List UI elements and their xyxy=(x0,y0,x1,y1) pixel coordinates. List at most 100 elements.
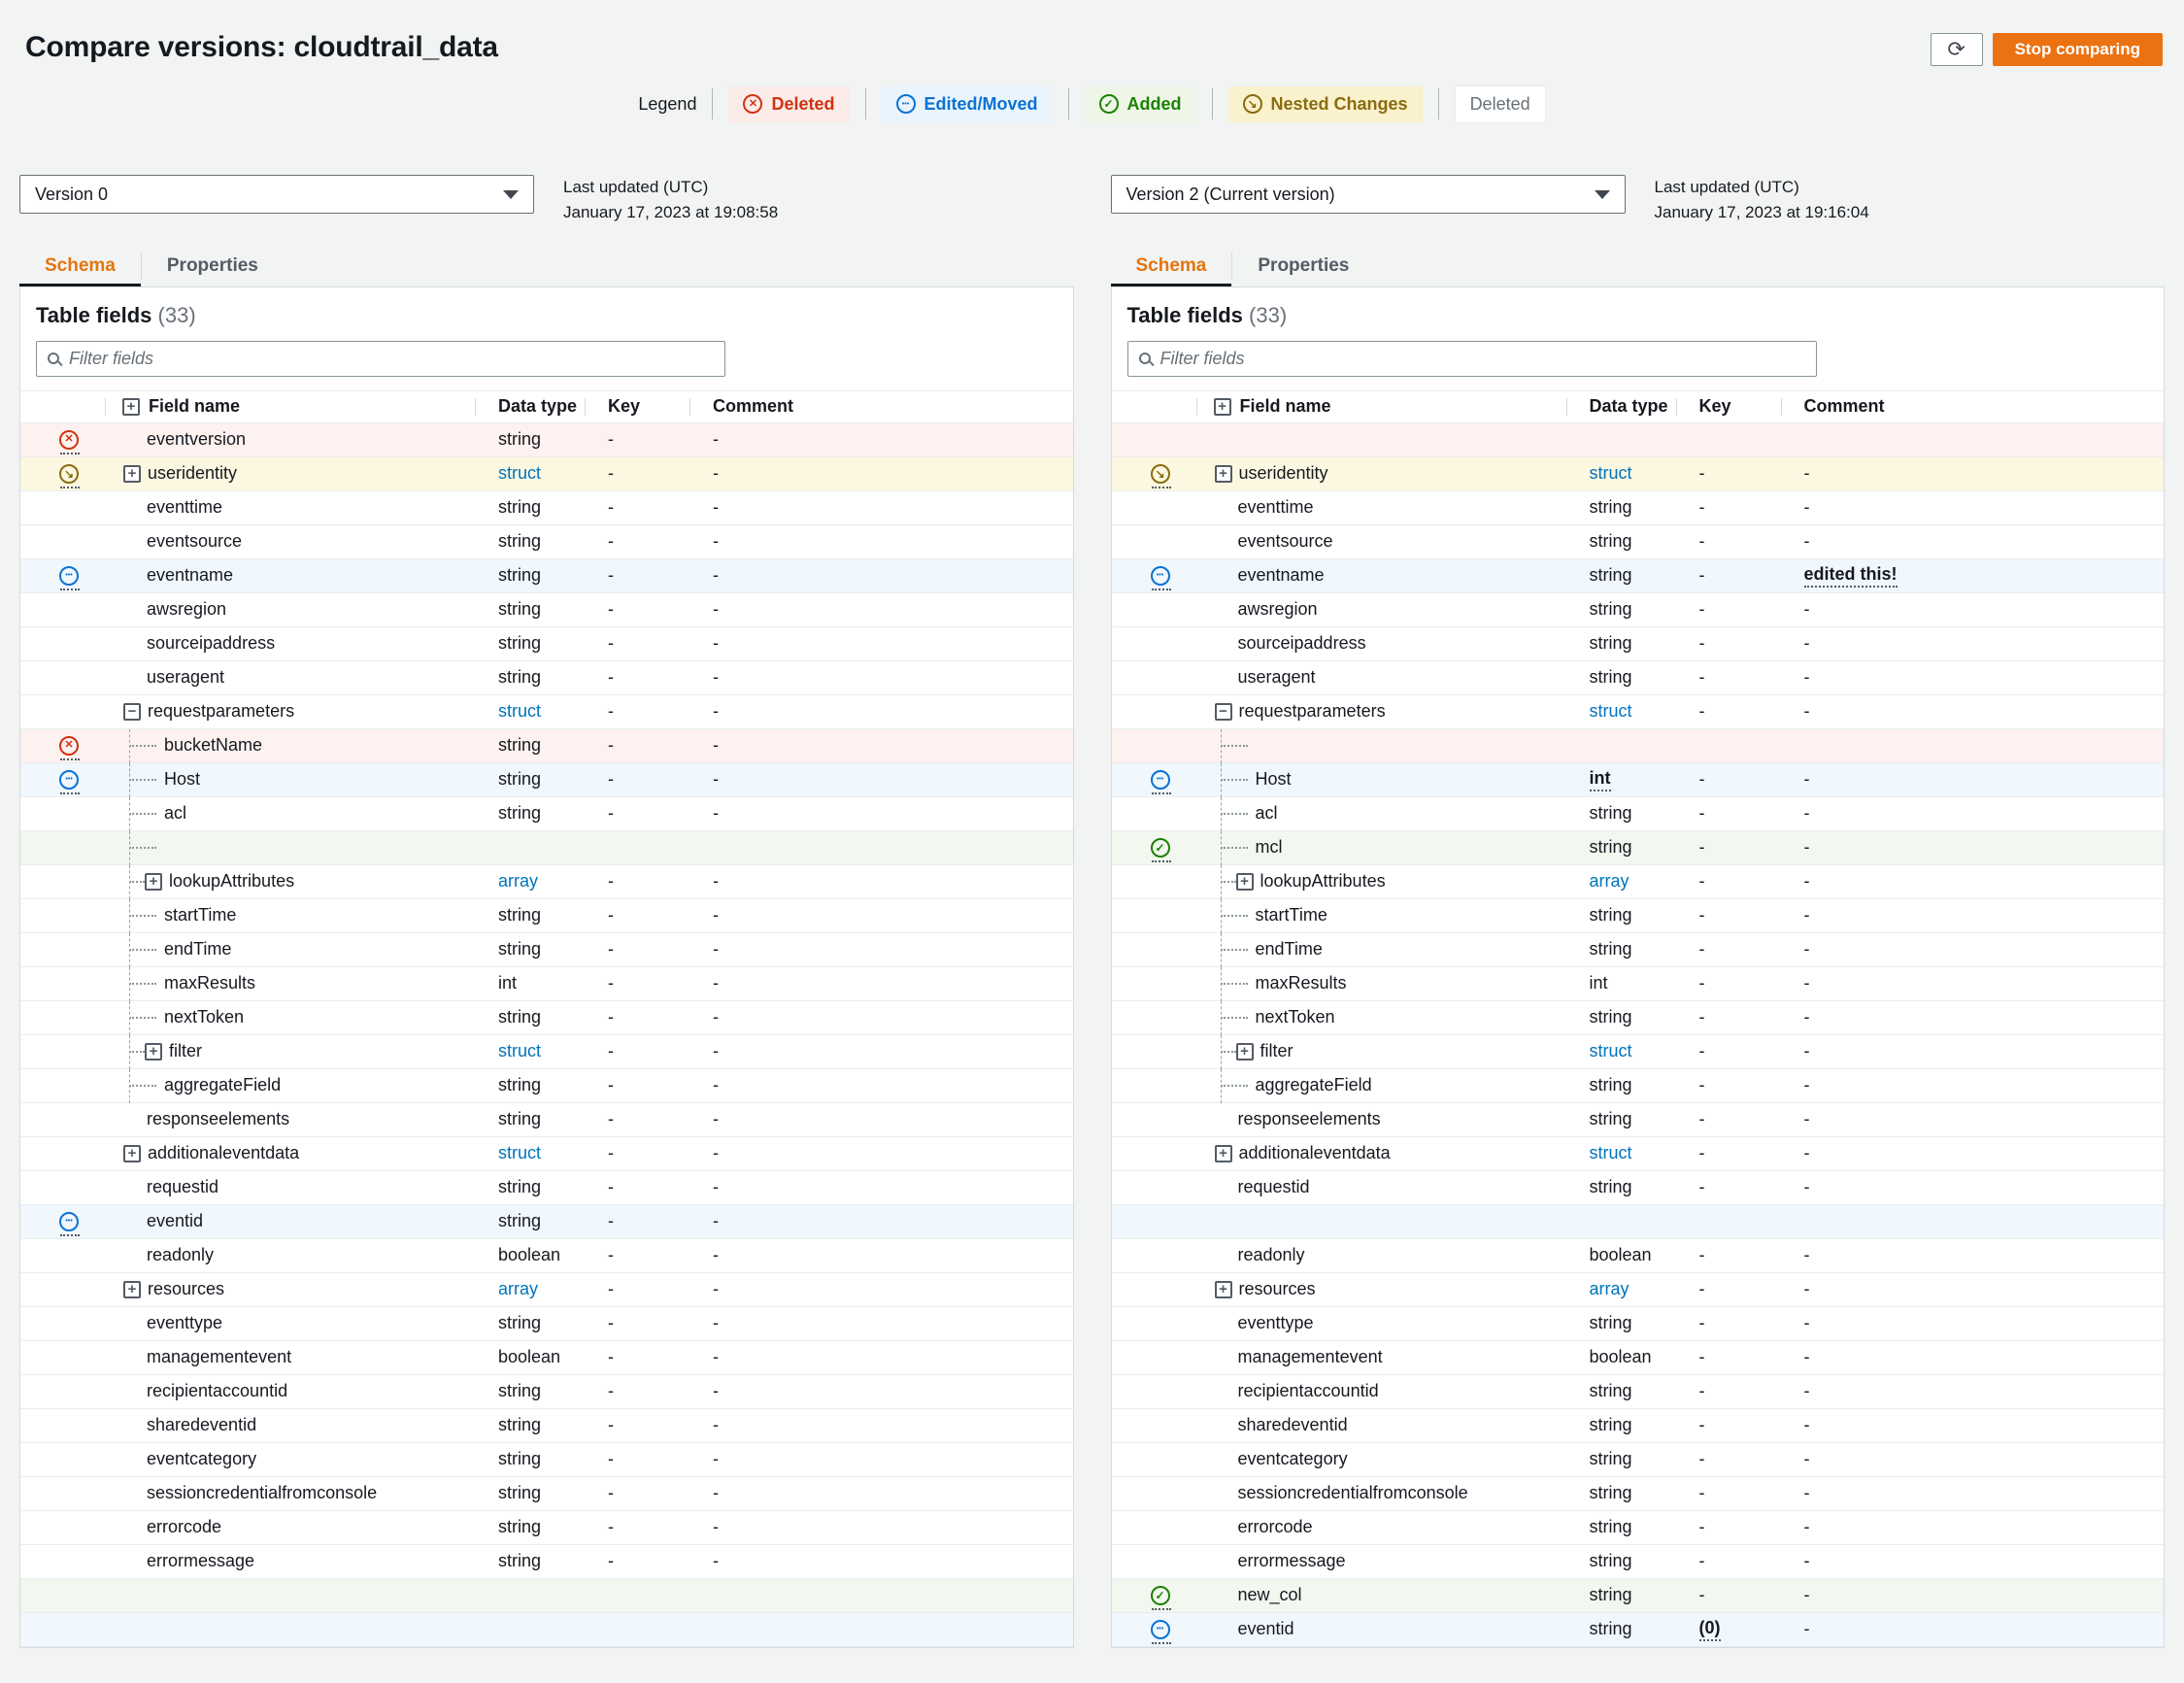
expand-toggle-icon[interactable]: + xyxy=(123,464,141,483)
comment-value: edited this! xyxy=(1803,564,1898,588)
key-value: - xyxy=(1698,565,1705,586)
field-name: managementevent xyxy=(147,1347,292,1367)
schema-row: responseelements string - - xyxy=(1111,1103,2164,1137)
deleted-marker-icon[interactable]: ✕ xyxy=(59,429,80,454)
expand-toggle-icon[interactable]: + xyxy=(145,872,162,891)
key-value: - xyxy=(1698,1415,1705,1435)
collapse-toggle-icon[interactable]: − xyxy=(123,702,141,721)
nested-marker-icon[interactable]: ↘ xyxy=(1150,463,1171,488)
field-name: acl xyxy=(1255,803,1278,824)
edited-marker-icon[interactable]: ••• xyxy=(59,565,80,590)
tab-properties-right[interactable]: Properties xyxy=(1258,254,1350,276)
comment-value: - xyxy=(1803,1619,1810,1639)
comment-value: - xyxy=(1803,1517,1810,1537)
field-name: eventtype xyxy=(147,1313,223,1333)
key-value: - xyxy=(1698,939,1705,959)
expand-toggle-icon[interactable]: + xyxy=(1214,1280,1232,1298)
schema-row: sessioncredentialfromconsole string - - xyxy=(1111,1477,2164,1511)
tree-connector xyxy=(129,1084,156,1087)
schema-row: eventtype string - - xyxy=(1111,1307,2164,1341)
data-type-value: string xyxy=(1589,497,1632,518)
key-value: - xyxy=(608,1415,614,1435)
edited-marker-icon[interactable]: ••• xyxy=(1150,769,1171,794)
schema-row: acl string - - xyxy=(1111,796,2164,831)
comment-value: - xyxy=(1803,1075,1810,1095)
schema-row: + filter struct - - xyxy=(1111,1034,2164,1069)
schema-row: startTime string - - xyxy=(20,898,1073,933)
nested-marker-icon[interactable]: ↘ xyxy=(59,463,80,488)
tab-schema-left[interactable]: Schema xyxy=(19,246,141,286)
data-type-value: string xyxy=(1589,1075,1632,1095)
key-value: - xyxy=(608,1517,614,1537)
key-value: - xyxy=(608,1109,614,1129)
edited-marker-icon[interactable]: ••• xyxy=(59,1211,80,1236)
field-name: useragent xyxy=(1237,667,1316,688)
schema-row: nextToken string - - xyxy=(20,1000,1073,1035)
comment-value: - xyxy=(1803,769,1810,790)
filter-fields-input[interactable] xyxy=(69,348,714,369)
expand-toggle-icon[interactable]: + xyxy=(123,1280,141,1298)
field-name: bucketName xyxy=(164,735,263,756)
edited-marker-icon[interactable]: ••• xyxy=(1150,565,1171,590)
comment-value: - xyxy=(713,973,719,993)
data-type-value: array xyxy=(498,1279,539,1299)
expand-toggle-icon[interactable]: + xyxy=(1214,1144,1232,1162)
field-name: recipientaccountid xyxy=(1237,1381,1379,1401)
expand-toggle-icon[interactable]: + xyxy=(1235,1042,1254,1060)
legend-divider xyxy=(1211,88,1213,119)
data-type-value: string xyxy=(498,1381,542,1401)
circle-check-icon: ✓ xyxy=(1098,94,1119,114)
schema-row: ••• eventid string - - xyxy=(20,1204,1073,1239)
key-value: - xyxy=(608,1075,614,1095)
schema-row: eventtime string - - xyxy=(1111,491,2164,525)
key-value: - xyxy=(608,701,614,722)
comment-value: - xyxy=(713,1415,719,1435)
schema-panel-left: Table fields (33) + Field name Data type… xyxy=(19,286,1074,1648)
refresh-button[interactable]: ⟳ xyxy=(1930,33,1983,66)
tab-properties-left[interactable]: Properties xyxy=(166,254,258,276)
key-value: - xyxy=(608,463,614,484)
data-type-value: string xyxy=(1589,633,1632,654)
field-name: awsregion xyxy=(1237,599,1318,620)
data-type-value: string xyxy=(1589,1619,1632,1639)
comment-value: - xyxy=(713,1381,719,1401)
tree-connector xyxy=(129,846,156,849)
schema-row: errorcode string - - xyxy=(20,1511,1073,1545)
key-value: - xyxy=(608,735,614,756)
schema-row: useragent string - - xyxy=(1111,661,2164,695)
expand-toggle-icon[interactable]: + xyxy=(123,1144,141,1162)
legend-item-label: Deleted xyxy=(1469,93,1530,114)
field-name: new_col xyxy=(1237,1585,1302,1605)
deleted-marker-icon[interactable]: ✕ xyxy=(59,735,80,760)
stop-comparing-button[interactable]: Stop comparing xyxy=(1992,33,2163,66)
key-value: - xyxy=(1698,1585,1705,1605)
version-select-left[interactable]: Version 0 xyxy=(19,175,534,214)
tree-line xyxy=(1220,898,1222,933)
legend-added-badge: ✓ Added xyxy=(1084,85,1196,122)
version-select-right[interactable]: Version 2 (Current version) xyxy=(1110,175,1626,214)
expand-toggle-icon[interactable]: + xyxy=(1235,872,1254,891)
legend-item-label: Deleted xyxy=(771,93,835,114)
tab-schema-right[interactable]: Schema xyxy=(1110,246,1232,286)
data-type-value: struct xyxy=(1589,1041,1632,1061)
comment-value: - xyxy=(713,1075,719,1095)
legend-item-label: Added xyxy=(1126,93,1182,114)
filter-fields-input[interactable] xyxy=(1159,348,1805,369)
collapse-toggle-icon[interactable]: − xyxy=(1214,702,1232,721)
edited-marker-icon[interactable]: ••• xyxy=(59,769,80,794)
tree-line xyxy=(129,830,130,865)
field-name: lookupAttributes xyxy=(169,871,295,892)
comment-value: - xyxy=(1803,1585,1810,1605)
expand-toggle-icon[interactable]: + xyxy=(1214,464,1232,483)
tree-line xyxy=(1220,796,1222,831)
tree-line xyxy=(1220,966,1222,1001)
expand-toggle-icon[interactable]: + xyxy=(145,1042,162,1060)
field-name: resources xyxy=(1238,1279,1316,1299)
field-name: errorcode xyxy=(1237,1517,1313,1537)
added-marker-icon[interactable]: ✓ xyxy=(1150,837,1171,862)
comment-value: - xyxy=(1803,497,1810,518)
added-marker-icon[interactable]: ✓ xyxy=(1150,1585,1171,1610)
edited-marker-icon[interactable]: ••• xyxy=(1150,1619,1171,1644)
comment-value: - xyxy=(713,429,719,450)
data-type-value: array xyxy=(498,871,539,892)
